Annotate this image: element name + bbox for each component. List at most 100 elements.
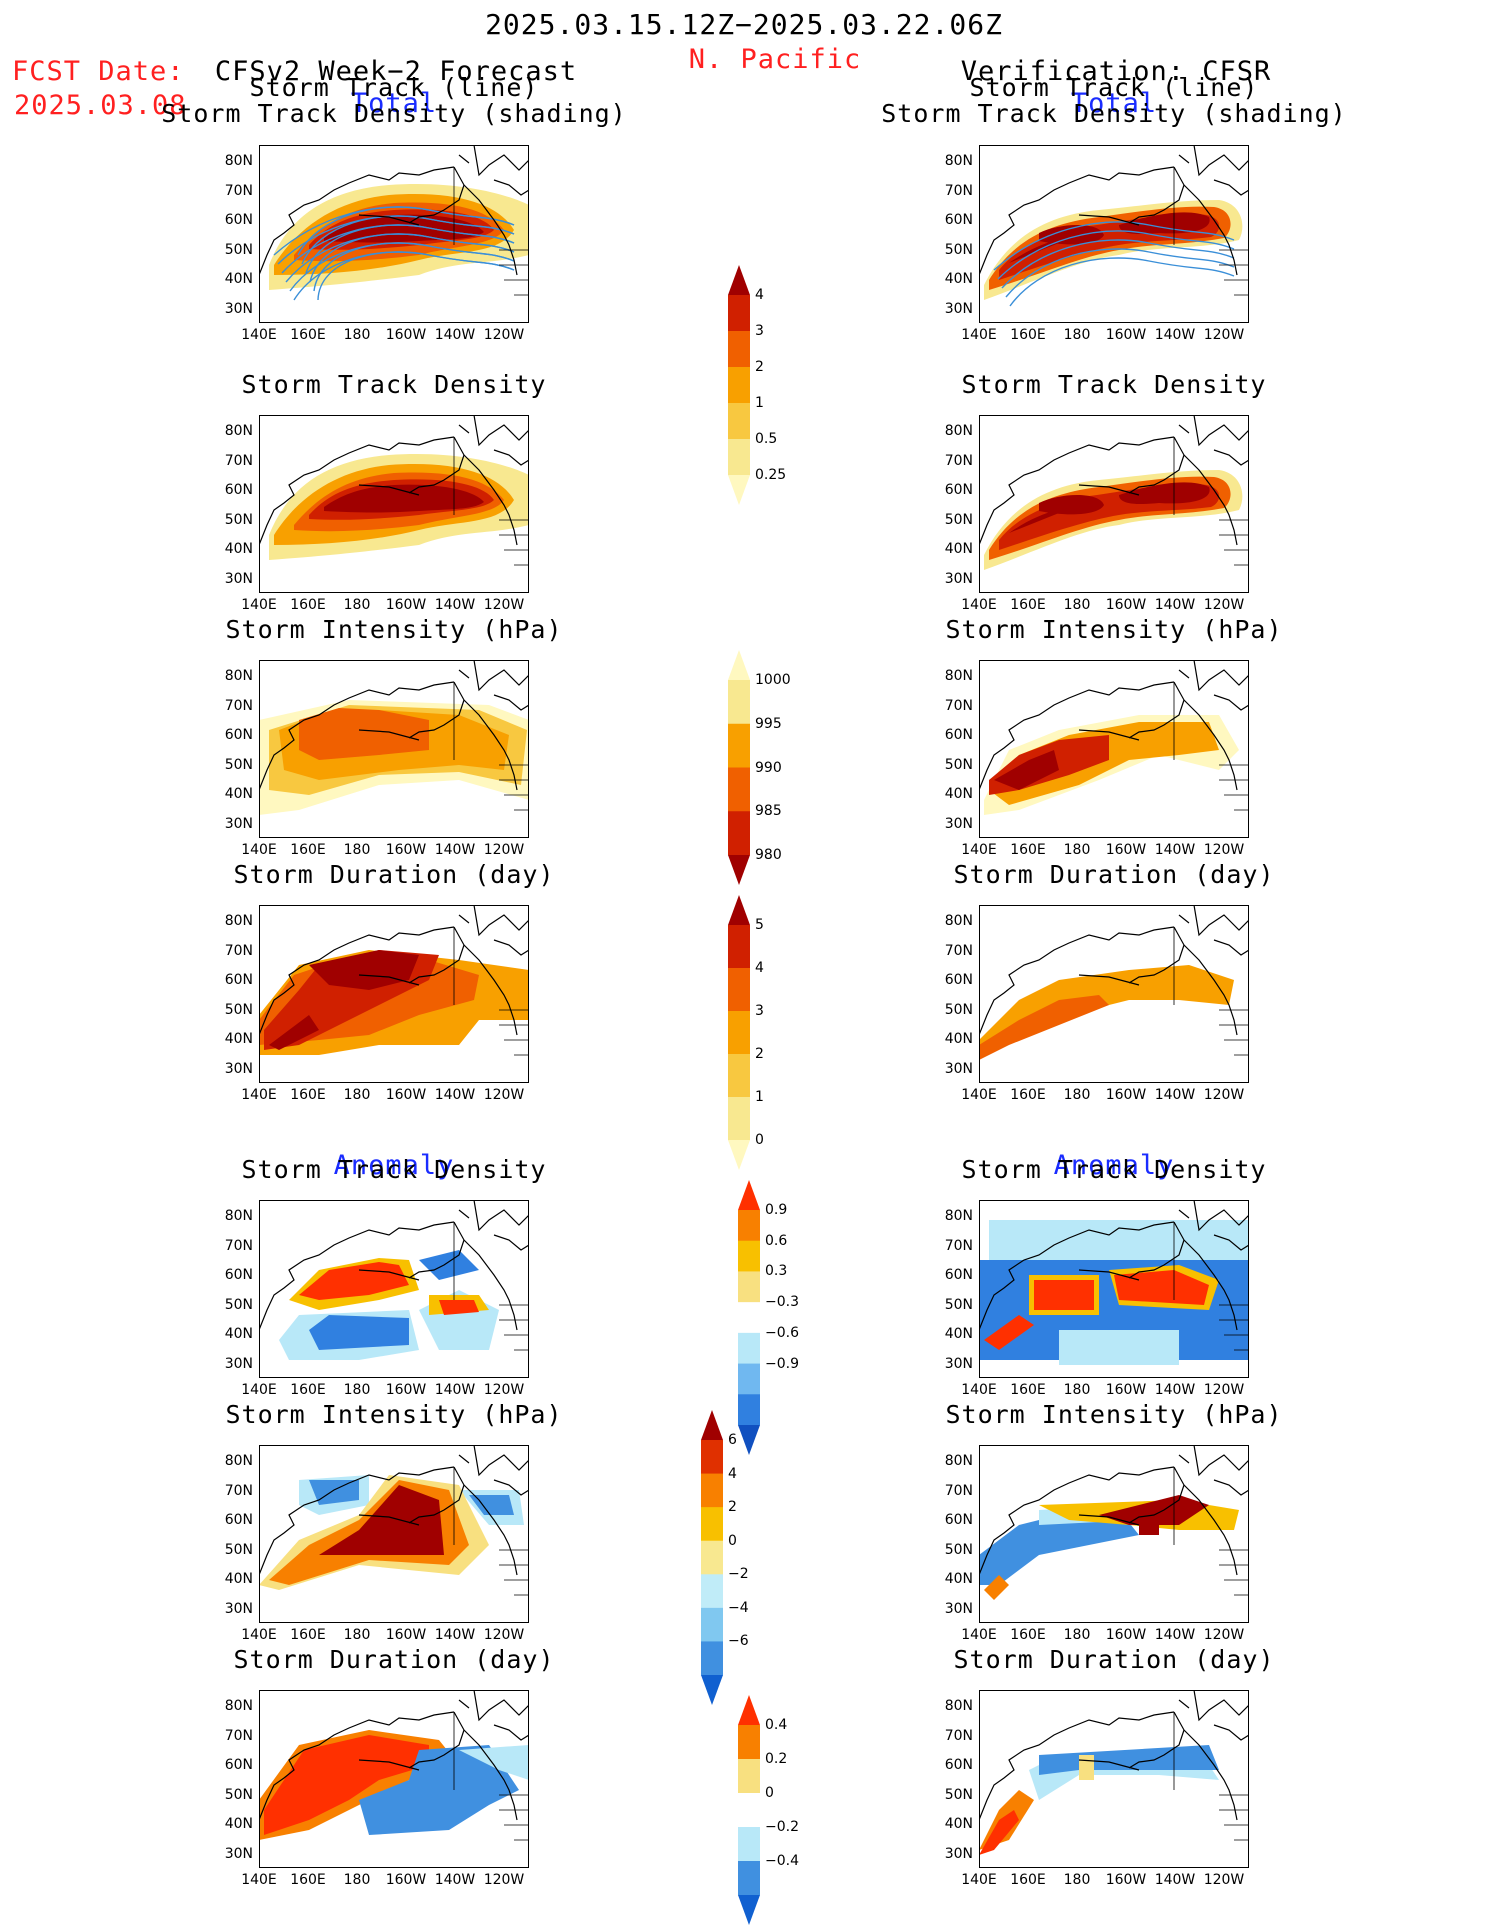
y-tick-label: 40N	[224, 1031, 253, 1047]
x-tick-label: 140W	[1154, 1627, 1196, 1643]
y-tick-label: 50N	[224, 1001, 253, 1018]
x-tick-label: 180	[343, 597, 371, 613]
x-tick-label: 140W	[1154, 842, 1196, 858]
political-border	[1173, 1222, 1249, 1351]
map-frame	[259, 1200, 529, 1378]
x-tick-label: 120W	[1203, 597, 1245, 613]
y-tick-label: 60N	[944, 1267, 973, 1283]
panel-title-intensity: Storm Intensity (hPa)	[225, 615, 563, 644]
x-tick-label: 160E	[290, 842, 326, 858]
political-border	[453, 682, 529, 811]
x-tick-label: 160E	[1010, 1627, 1046, 1643]
x-tick-label: 140E	[961, 842, 997, 858]
x-tick-label: 160E	[290, 1872, 326, 1888]
colorbar-label: −4	[728, 1599, 749, 1616]
x-tick-label: 140W	[434, 1382, 476, 1398]
colorbar-segment	[701, 1410, 723, 1440]
colorbar-segment	[701, 1641, 723, 1676]
colorbar-segment	[728, 265, 750, 295]
y-tick-label: 80N	[224, 913, 253, 929]
x-tick-label: 160W	[1105, 1382, 1147, 1398]
fcst-label: FCST Date:	[12, 56, 185, 87]
map-intensity-right	[979, 660, 1249, 838]
x-tick-label: 180	[1063, 1627, 1091, 1643]
x-tick-label: 140E	[241, 1872, 277, 1888]
map-frame	[259, 660, 529, 838]
y-tick-label: 60N	[224, 1757, 253, 1773]
y-tick-label: 60N	[944, 1512, 973, 1528]
y-tick-label: 50N	[944, 511, 973, 528]
x-tick-label: 140W	[1154, 1087, 1196, 1103]
colorbar-segment	[728, 1011, 750, 1055]
colorbar-segment	[738, 1240, 760, 1272]
colorbar-label: 4	[755, 960, 764, 976]
map-frame	[259, 1690, 529, 1868]
storm-track-line	[1001, 239, 1235, 289]
colorbar-segment	[728, 403, 750, 440]
panel-title-track-line: Storm Track (line)	[969, 73, 1259, 102]
shading-region	[979, 1810, 1019, 1855]
y-tick-label: 70N	[224, 942, 253, 959]
y-tick-label: 30N	[224, 300, 253, 317]
colorbar-segment	[701, 1675, 723, 1705]
map-frame	[259, 905, 529, 1083]
map-density-left	[259, 145, 529, 323]
storm-track-line	[993, 221, 1235, 271]
colorbar-label: 6	[728, 1432, 737, 1448]
political-border	[1173, 1467, 1249, 1596]
y-tick-label: 30N	[224, 1355, 253, 1372]
colorbar-label: 2	[728, 1499, 737, 1516]
y-tick-label: 40N	[224, 786, 253, 802]
colorbar-label: −0.9	[765, 1355, 799, 1372]
shading-region	[989, 722, 1219, 805]
y-tick-label: 60N	[944, 727, 973, 743]
x-tick-label: 140W	[434, 1872, 476, 1888]
map-density-right	[979, 415, 1249, 593]
y-tick-label: 60N	[224, 1267, 253, 1283]
coastline	[979, 660, 1249, 791]
shading-region	[324, 484, 484, 513]
colorbar-segment	[728, 650, 750, 680]
colorbar-segment	[738, 1759, 760, 1794]
x-tick-label: 160E	[290, 1382, 326, 1398]
panel-title-intensity: Storm Intensity (hPa)	[225, 1400, 563, 1429]
colorbar-label: 0.25	[755, 467, 787, 483]
political-border	[1173, 682, 1249, 811]
y-tick-label: 50N	[224, 1296, 253, 1313]
map-frame	[979, 415, 1249, 593]
map-frame	[979, 1445, 1249, 1623]
y-tick-label: 80N	[224, 1698, 253, 1714]
storm-track-line	[1005, 248, 1235, 298]
y-tick-label: 80N	[224, 1453, 253, 1469]
x-tick-label: 140W	[434, 842, 476, 858]
x-tick-label: 120W	[1203, 1872, 1245, 1888]
x-tick-label: 140W	[1154, 1872, 1196, 1888]
y-tick-label: 40N	[944, 1326, 973, 1342]
panel-title-track-density: Storm Track Density	[961, 370, 1267, 399]
coastline	[979, 415, 1249, 546]
x-tick-label: 180	[1063, 842, 1091, 858]
right-title: Verification: CFSR	[960, 56, 1272, 87]
x-tick-label: 160E	[290, 327, 326, 343]
coastline	[259, 1690, 529, 1821]
y-tick-label: 50N	[944, 1296, 973, 1313]
y-tick-label: 60N	[944, 212, 973, 228]
x-tick-label: 180	[1063, 597, 1091, 613]
panel-title-duration: Storm Duration (day)	[953, 1645, 1275, 1674]
x-tick-label: 180	[343, 1087, 371, 1103]
colorbar-segment	[701, 1574, 723, 1609]
x-tick-label: 140E	[961, 1087, 997, 1103]
shading-region	[1009, 212, 1210, 263]
x-tick-label: 160W	[385, 597, 427, 613]
political-border	[1173, 437, 1249, 566]
coastline	[979, 1690, 1249, 1821]
colorbar-density	[728, 265, 750, 505]
x-tick-label: 140E	[961, 1872, 997, 1888]
colorbar-label: 0.9	[765, 1202, 788, 1218]
x-tick-label: 140W	[434, 597, 476, 613]
colorbar-anom-density	[738, 1180, 760, 1455]
colorbar-segment	[728, 475, 750, 505]
x-tick-label: 140E	[241, 842, 277, 858]
y-tick-label: 80N	[944, 153, 973, 169]
x-tick-label: 160W	[1105, 1087, 1147, 1103]
